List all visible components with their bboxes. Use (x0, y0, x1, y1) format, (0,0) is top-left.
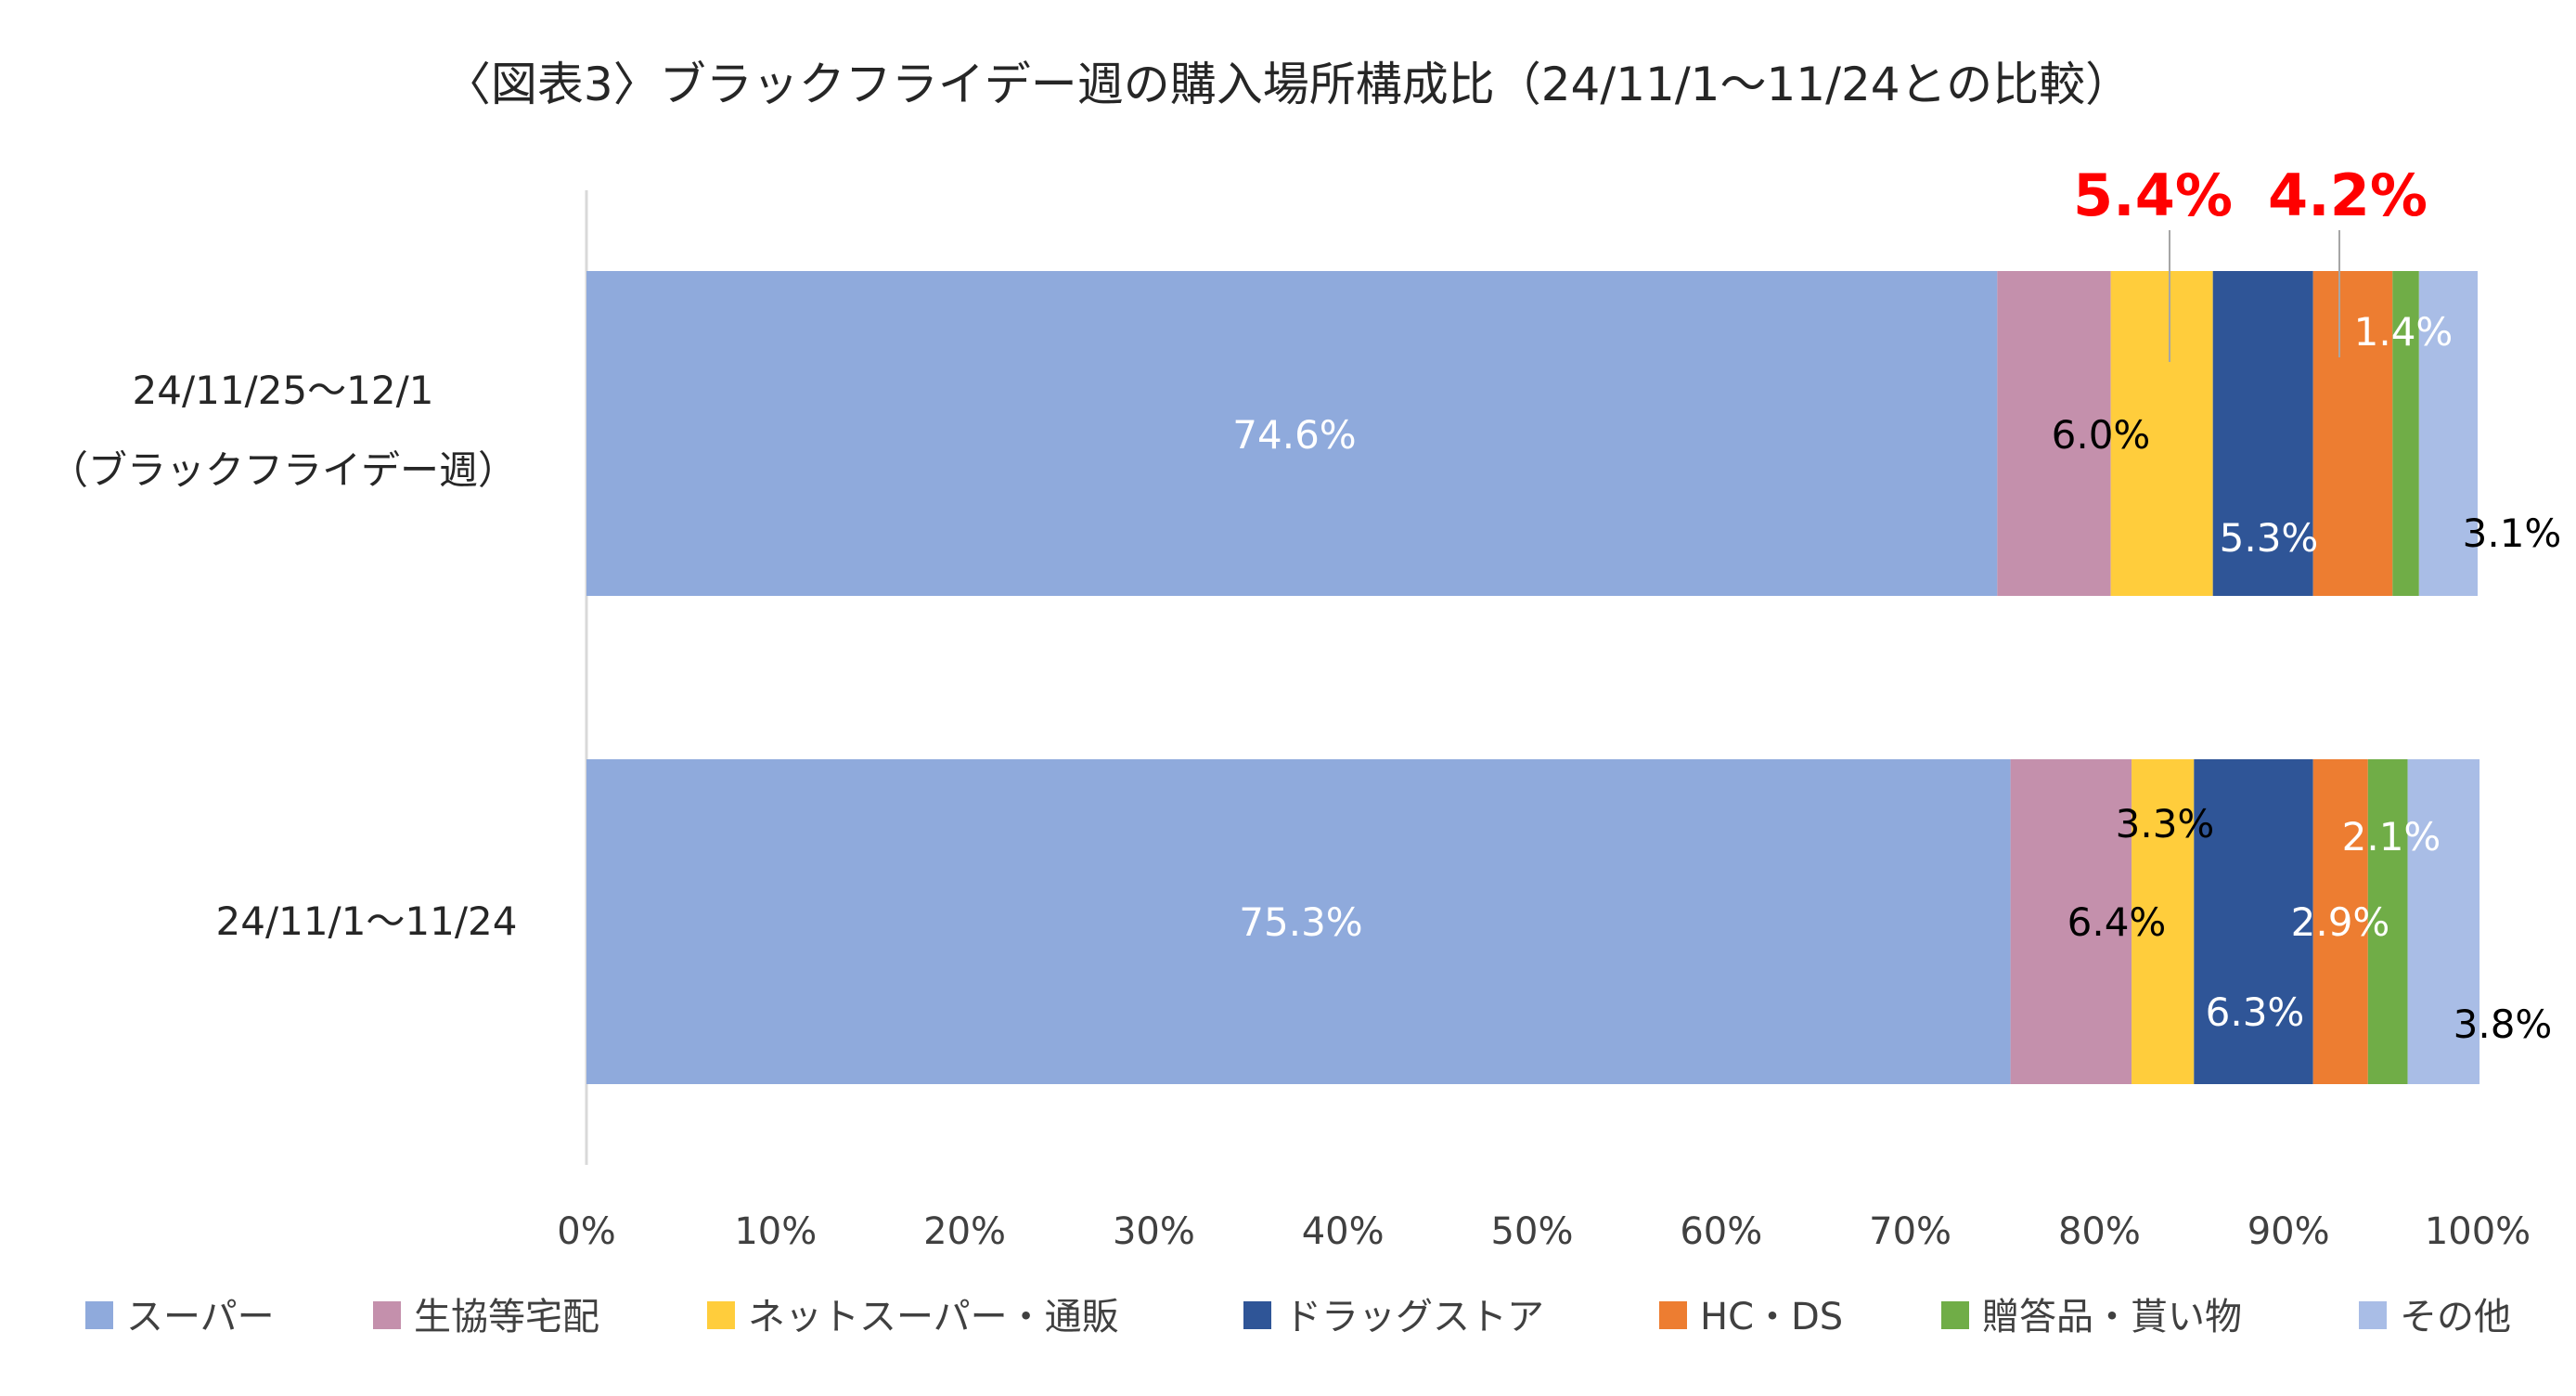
highlighted-data-label: 4.2% (2268, 162, 2428, 229)
bar-segment (2407, 759, 2480, 1084)
data-label: 6.0% (2052, 412, 2151, 458)
data-label: 3.8% (2454, 1002, 2553, 1047)
legend-label: ドラッグストア (1284, 1296, 1544, 1338)
data-label: 6.4% (2067, 899, 2167, 945)
x-tick-label: 80% (2058, 1210, 2141, 1253)
x-tick-label: 70% (1869, 1210, 1951, 1253)
legend-swatch (707, 1301, 735, 1329)
legend-label: スーパー (126, 1296, 275, 1338)
bars-layer (586, 271, 2480, 1084)
bar-segment (586, 759, 2011, 1084)
bar-segment (2132, 759, 2195, 1084)
legend-label: 贈答品・貰い物 (1982, 1296, 2242, 1338)
data-labels-layer: 74.6% 6.0% 5.3% 1.4% 3.1% 75.3% 6.4% 3.3% 6.3% 2.… (1232, 162, 2561, 1047)
legend-label: その他 (2400, 1296, 2511, 1338)
data-label: 1.4% (2354, 309, 2454, 355)
bar-segment (2010, 759, 2132, 1084)
legend-label: 生協等宅配 (414, 1296, 599, 1338)
category-label: 24/11/25～12/1 (133, 368, 434, 413)
legend-label: ネットスーパー・通販 (748, 1296, 1119, 1338)
bar-segment (2367, 759, 2408, 1084)
x-tick-label: 60% (1680, 1210, 1762, 1253)
legend-label: HC・DS (1700, 1296, 1843, 1338)
data-label: 6.3% (2206, 989, 2305, 1035)
data-label: 3.3% (2116, 801, 2215, 847)
bar-segment (1997, 271, 2111, 596)
x-tick-label: 0% (557, 1210, 615, 1253)
legend-swatch (1243, 1301, 1271, 1329)
bar-segment (2194, 759, 2313, 1084)
data-label: 2.1% (2342, 814, 2441, 860)
data-label: 74.6% (1232, 412, 1356, 458)
bar-segment (586, 271, 1998, 596)
category-label: 24/11/1～11/24 (216, 898, 518, 944)
legend: スーパー 生協等宅配 ネットスーパー・通販 ドラッグストア HC・DS 贈答品・貰い物 その… (85, 1296, 2511, 1338)
bar-segment (2312, 759, 2368, 1084)
bar-segment (2212, 271, 2313, 596)
x-tick-label: 40% (1302, 1210, 1385, 1253)
highlighted-data-label: 5.4% (2073, 162, 2233, 229)
x-tick-label: 50% (1491, 1210, 1574, 1253)
legend-swatch (85, 1301, 113, 1329)
x-tick-labels-layer: 0% 10% 20% 30% 40% 50% 60% 70% 80% 90% 100% (557, 1210, 2531, 1253)
x-tick-label: 10% (734, 1210, 817, 1253)
x-tick-label: 90% (2248, 1210, 2330, 1253)
data-label: 3.1% (2463, 511, 2562, 556)
x-tick-label: 20% (923, 1210, 1006, 1253)
bar-segment (2418, 271, 2478, 596)
category-labels-layer: 24/11/25～12/1 （ブラックフライデー週） 24/11/1～11/24 (49, 368, 517, 944)
category-label: （ブラックフライデー週） (49, 447, 517, 493)
bar-segment (2110, 271, 2213, 596)
x-tick-label: 30% (1113, 1210, 1195, 1253)
legend-swatch (1941, 1301, 1969, 1329)
legend-swatch (1659, 1301, 1687, 1329)
data-label: 5.3% (2220, 515, 2319, 561)
legend-swatch (373, 1301, 401, 1329)
data-label: 2.9% (2291, 899, 2390, 945)
x-tick-label: 100% (2425, 1210, 2531, 1253)
chart-title: 〈図表3〉ブラックフライデー週の購入場所構成比（24/11/1～11/24との比… (444, 58, 2132, 111)
bar-segment (2392, 271, 2419, 596)
legend-swatch (2359, 1301, 2387, 1329)
data-label: 75.3% (1239, 899, 1362, 945)
bar-segment (2312, 271, 2393, 596)
